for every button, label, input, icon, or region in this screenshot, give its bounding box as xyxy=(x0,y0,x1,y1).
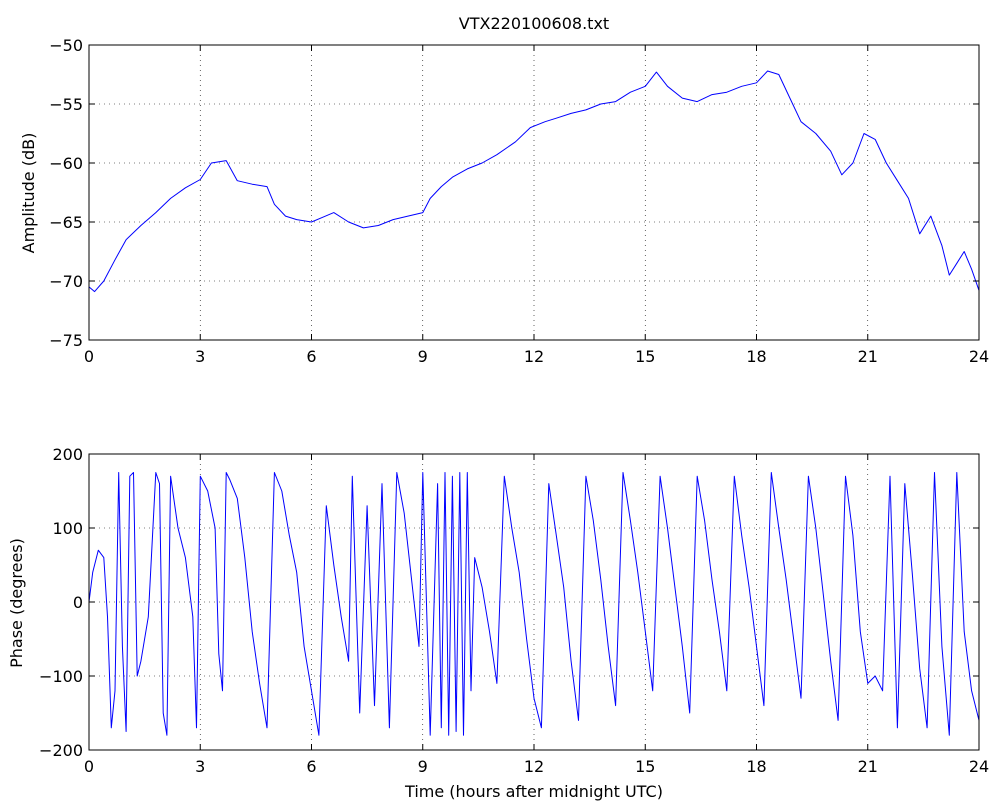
amplitude-grid xyxy=(89,45,979,340)
amplitude-y-tick-label: −65 xyxy=(49,213,83,232)
amplitude-y-tick-label: −75 xyxy=(49,331,83,350)
amplitude-y-tick-label: −60 xyxy=(49,154,83,173)
phase-y-tick-label: 100 xyxy=(52,519,83,538)
amplitude-y-ticks: −50 −55 −60 −65 −70 −75 xyxy=(49,36,979,350)
phase-plot-area xyxy=(88,472,980,736)
phase-axes: 0 3 6 9 12 15 18 21 24 200 100 0 −100 −200 Time (hou… xyxy=(7,445,989,801)
amplitude-y-tick-label: −55 xyxy=(49,95,83,114)
amplitude-x-tick-label: 9 xyxy=(418,347,428,366)
amplitude-y-tick-label: −50 xyxy=(49,36,83,55)
amplitude-x-tick-label: 15 xyxy=(635,347,655,366)
phase-x-tick-label: 21 xyxy=(858,757,878,776)
phase-y-ticks: 200 100 0 −100 −200 xyxy=(39,445,979,760)
amplitude-x-tick-label: 6 xyxy=(306,347,316,366)
phase-grid xyxy=(89,454,979,750)
amplitude-x-tick-label: 3 xyxy=(195,347,205,366)
phase-x-tick-label: 15 xyxy=(635,757,655,776)
amplitude-plot-area xyxy=(88,70,980,293)
phase-y-tick-label: −100 xyxy=(39,667,83,686)
amplitude-x-tick-label: 21 xyxy=(858,347,878,366)
amplitude-x-tick-label: 12 xyxy=(524,347,544,366)
phase-x-axis-label: Time (hours after midnight UTC) xyxy=(404,782,663,801)
phase-x-tick-label: 6 xyxy=(306,757,316,776)
phase-x-tick-label: 24 xyxy=(969,757,989,776)
chart-title: VTX220100608.txt xyxy=(459,14,609,33)
phase-x-tick-label: 9 xyxy=(418,757,428,776)
phase-x-tick-label: 0 xyxy=(84,757,94,776)
phase-y-tick-label: −200 xyxy=(39,741,83,760)
phase-x-tick-label: 18 xyxy=(746,757,766,776)
amplitude-y-tick-label: −70 xyxy=(49,272,83,291)
amplitude-x-ticks: 0 3 6 9 12 15 18 21 24 xyxy=(84,45,989,366)
phase-x-tick-label: 12 xyxy=(524,757,544,776)
amplitude-x-tick-label: 24 xyxy=(969,347,989,366)
amplitude-y-axis-label: Amplitude (dB) xyxy=(19,133,38,254)
amplitude-x-tick-label: 0 xyxy=(84,347,94,366)
phase-x-ticks: 0 3 6 9 12 15 18 21 24 xyxy=(84,454,989,776)
phase-series-line xyxy=(88,472,980,736)
amplitude-x-tick-label: 18 xyxy=(746,347,766,366)
phase-x-tick-label: 3 xyxy=(195,757,205,776)
phase-y-axis-label: Phase (degrees) xyxy=(7,538,26,668)
phase-y-tick-label: 0 xyxy=(73,593,83,612)
amplitude-axes: 0 3 6 9 12 15 18 21 24 −50 −55 −60 −65 −70 −75 VTX220… xyxy=(19,14,989,366)
phase-y-tick-label: 200 xyxy=(52,445,83,464)
amplitude-series-line xyxy=(88,70,980,293)
